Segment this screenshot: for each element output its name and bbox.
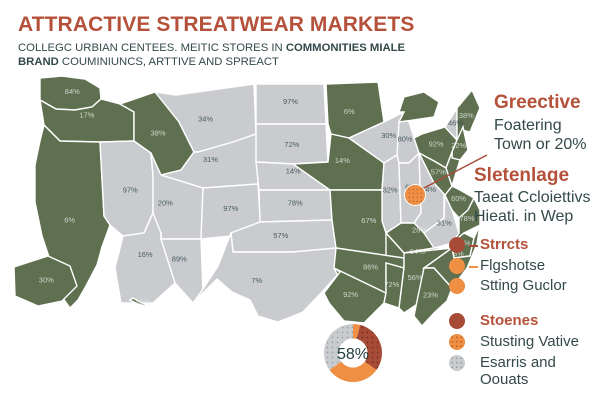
svg-text:97%: 97% bbox=[283, 97, 298, 106]
svg-text:89%: 89% bbox=[172, 254, 187, 263]
svg-text:7%: 7% bbox=[251, 276, 262, 285]
svg-text:6%: 6% bbox=[64, 215, 75, 224]
svg-text:72%: 72% bbox=[384, 280, 399, 289]
svg-text:28%: 28% bbox=[412, 225, 427, 234]
svg-text:92%: 92% bbox=[343, 290, 358, 299]
svg-text:86%: 86% bbox=[363, 262, 378, 271]
svg-text:17%: 17% bbox=[79, 110, 94, 119]
svg-text:32%: 32% bbox=[383, 186, 398, 195]
svg-text:14%: 14% bbox=[335, 156, 350, 165]
svg-text:16%: 16% bbox=[138, 250, 153, 259]
svg-text:97%: 97% bbox=[223, 204, 238, 213]
svg-text:78%: 78% bbox=[459, 214, 474, 223]
svg-text:57%: 57% bbox=[273, 231, 288, 240]
svg-text:97%: 97% bbox=[123, 186, 138, 195]
svg-text:14%: 14% bbox=[286, 167, 301, 176]
svg-text:30%: 30% bbox=[39, 276, 54, 285]
svg-text:38%: 38% bbox=[459, 111, 474, 120]
svg-text:84%: 84% bbox=[65, 87, 80, 96]
svg-text:20%: 20% bbox=[158, 198, 173, 207]
svg-text:56%: 56% bbox=[408, 273, 423, 282]
svg-text:46%: 46% bbox=[135, 297, 150, 306]
svg-text:80%: 80% bbox=[398, 134, 413, 143]
svg-text:22%: 22% bbox=[451, 141, 466, 150]
svg-text:67%: 67% bbox=[361, 216, 376, 225]
svg-text:6%: 6% bbox=[344, 107, 355, 116]
svg-text:58%: 58% bbox=[337, 346, 369, 363]
svg-text:38%: 38% bbox=[150, 129, 165, 138]
svg-text:78%: 78% bbox=[288, 199, 303, 208]
svg-text:31%: 31% bbox=[203, 155, 218, 164]
svg-text:92%: 92% bbox=[429, 140, 444, 149]
svg-text:60%: 60% bbox=[451, 194, 466, 203]
svg-text:94%: 94% bbox=[410, 247, 425, 256]
svg-text:23%: 23% bbox=[423, 291, 438, 300]
svg-text:57%: 57% bbox=[431, 167, 446, 176]
svg-text:30%: 30% bbox=[381, 131, 396, 140]
svg-text:31%: 31% bbox=[437, 219, 452, 228]
svg-text:34%: 34% bbox=[198, 115, 213, 124]
svg-text:72%: 72% bbox=[284, 140, 299, 149]
